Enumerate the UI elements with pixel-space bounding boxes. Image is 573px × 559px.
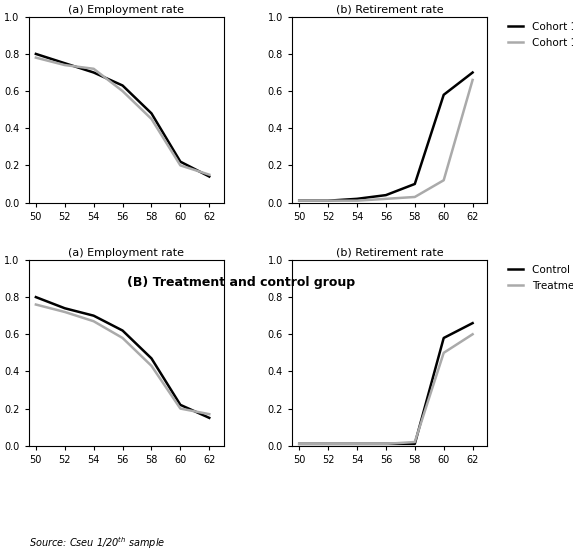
Text: (B) Treatment and control group: (B) Treatment and control group [127, 276, 355, 289]
Legend: Control group, Treatment group: Control group, Treatment group [508, 265, 573, 291]
Title: (b) Retirement rate: (b) Retirement rate [336, 248, 444, 258]
Title: (b) Retirement rate: (b) Retirement rate [336, 4, 444, 15]
Title: (a) Employment rate: (a) Employment rate [68, 4, 184, 15]
Text: Source: Cseu 1/20$^{th}$ sample: Source: Cseu 1/20$^{th}$ sample [29, 535, 165, 551]
Title: (a) Employment rate: (a) Employment rate [68, 248, 184, 258]
Legend: Cohort 1951, Cohort 1953: Cohort 1951, Cohort 1953 [508, 22, 573, 48]
